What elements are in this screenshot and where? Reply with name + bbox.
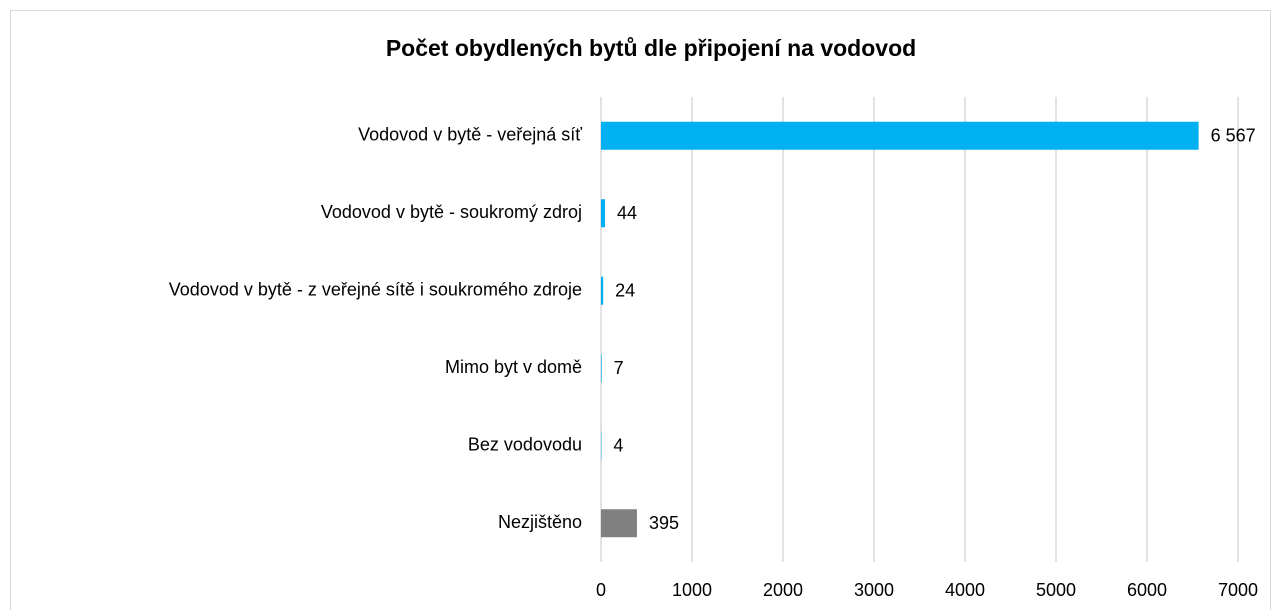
x-tick-label: 4000 <box>945 580 985 600</box>
bar <box>601 509 637 538</box>
y-tick-label: Nezjištěno <box>498 512 582 532</box>
bar <box>601 199 606 228</box>
value-label: 6 567 <box>1211 126 1256 146</box>
bar <box>601 276 604 305</box>
value-label: 4 <box>613 436 623 456</box>
value-label: 44 <box>617 203 637 223</box>
value-label: 395 <box>649 513 679 533</box>
chart-title: Počet obydlených bytů dle připojení na v… <box>386 35 916 61</box>
y-tick-label: Vodovod v bytě - veřejná síť <box>358 125 582 145</box>
bar <box>601 354 602 383</box>
bar <box>601 121 1199 150</box>
x-tick-label: 5000 <box>1036 580 1076 600</box>
x-tick-label: 2000 <box>763 580 803 600</box>
x-tick-label: 0 <box>596 580 606 600</box>
y-tick-label: Vodovod v bytě - z veřejné sítě i soukro… <box>169 280 582 300</box>
x-tick-label: 7000 <box>1218 580 1258 600</box>
y-tick-label: Bez vodovodu <box>468 435 582 455</box>
value-label: 24 <box>615 281 635 301</box>
x-tick-label: 1000 <box>672 580 712 600</box>
value-label: 7 <box>614 358 624 378</box>
x-tick-label: 3000 <box>854 580 894 600</box>
chart-border <box>10 10 1271 610</box>
x-tick-label: 6000 <box>1127 580 1167 600</box>
y-tick-label: Vodovod v bytě - soukromý zdroj <box>321 202 582 222</box>
y-tick-label: Mimo byt v domě <box>445 357 582 377</box>
